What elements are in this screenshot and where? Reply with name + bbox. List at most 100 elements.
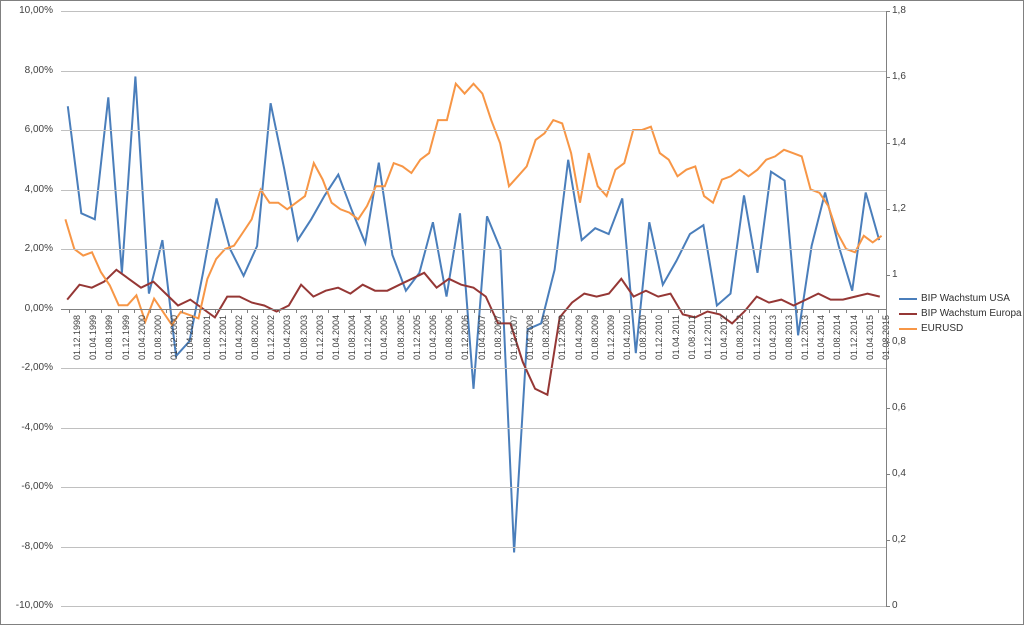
legend-item: EURUSD xyxy=(899,323,1022,334)
x-tick xyxy=(247,309,248,313)
y1-tick-label: 8,00% xyxy=(3,65,53,76)
x-tick xyxy=(781,309,782,313)
x-tick xyxy=(619,309,620,313)
legend-item: BIP Wachstum USA xyxy=(899,293,1022,304)
x-tick xyxy=(846,309,847,313)
x-tick-label: 01.08.2006 xyxy=(444,315,454,360)
x-tick-label: 01.04.2005 xyxy=(379,315,389,360)
y2-tick-label: 1,8 xyxy=(892,5,906,16)
y1-tick-label: 0,00% xyxy=(3,303,53,314)
x-tick xyxy=(279,309,280,313)
x-tick-label: 01.08.2007 xyxy=(493,315,503,360)
x-tick xyxy=(118,309,119,313)
x-tick xyxy=(425,309,426,313)
x-tick xyxy=(409,309,410,313)
y1-tick-label: 10,00% xyxy=(3,5,53,16)
x-tick xyxy=(651,309,652,313)
x-tick-label: 01.12.2000 xyxy=(169,315,179,360)
x-tick-label: 01.04.2003 xyxy=(282,315,292,360)
x-tick xyxy=(700,309,701,313)
x-tick-label: 01.12.1998 xyxy=(72,315,82,360)
y1-tick-label: -6,00% xyxy=(3,481,53,492)
x-tick-label: 01.12.2014 xyxy=(849,315,859,360)
legend-label: BIP Wachstum Europa xyxy=(921,308,1022,319)
y2-tick-label: 0,2 xyxy=(892,534,906,545)
x-tick-label: 01.08.2011 xyxy=(687,315,697,359)
x-tick-label: 01.04.2015 xyxy=(865,315,875,360)
x-tick-label: 01.12.2011 xyxy=(703,315,713,359)
x-tick xyxy=(797,309,798,313)
x-tick xyxy=(376,309,377,313)
x-tick-label: 01.12.2007 xyxy=(509,315,519,360)
x-tick xyxy=(506,309,507,313)
x-tick xyxy=(829,309,830,313)
x-tick-label: 01.12.2006 xyxy=(460,315,470,360)
y1-tick-label: -10,00% xyxy=(3,600,53,611)
x-tick-label: 01.08.2009 xyxy=(590,315,600,360)
y1-tick-label: -2,00% xyxy=(3,362,53,373)
x-tick-label: 01.12.2010 xyxy=(654,315,664,360)
x-tick-label: 01.12.2009 xyxy=(606,315,616,360)
x-tick xyxy=(182,309,183,313)
x-tick xyxy=(732,309,733,313)
x-tick xyxy=(328,309,329,313)
x-tick xyxy=(571,309,572,313)
x-tick xyxy=(312,309,313,313)
x-tick xyxy=(765,309,766,313)
x-tick-label: 01.12.2002 xyxy=(266,315,276,360)
x-tick-label: 01.12.2012 xyxy=(752,315,762,360)
x-tick xyxy=(393,309,394,313)
x-tick-label: 01.04.2013 xyxy=(768,315,778,360)
x-tick-label: 01.08.2008 xyxy=(541,315,551,360)
y1-tick-label: 2,00% xyxy=(3,243,53,254)
gridline xyxy=(61,249,886,250)
x-tick-label: 01.08.2004 xyxy=(347,315,357,360)
legend-label: BIP Wachstum USA xyxy=(921,293,1010,304)
x-tick-label: 01.04.2012 xyxy=(719,315,729,360)
x-tick xyxy=(878,309,879,313)
legend-swatch xyxy=(899,313,917,315)
x-tick-label: 01.12.2013 xyxy=(800,315,810,360)
x-tick-label: 01.08.2010 xyxy=(638,315,648,360)
x-tick xyxy=(199,309,200,313)
x-tick xyxy=(441,309,442,313)
x-tick-label: 01.04.2009 xyxy=(574,315,584,360)
x-tick xyxy=(716,309,717,313)
x-tick-label: 01.08.2000 xyxy=(153,315,163,360)
x-tick-label: 01.12.2004 xyxy=(363,315,373,360)
x-tick-label: 01.08.2013 xyxy=(784,315,794,360)
x-tick xyxy=(587,309,588,313)
x-tick xyxy=(263,309,264,313)
x-tick xyxy=(862,309,863,313)
y2-tick-label: 1,4 xyxy=(892,137,906,148)
x-tick-label: 01.04.2008 xyxy=(525,315,535,360)
x-tick-label: 01.04.2014 xyxy=(816,315,826,360)
x-tick-label: 01.08.2001 xyxy=(202,315,212,360)
y1-tick-label: 4,00% xyxy=(3,184,53,195)
x-tick xyxy=(231,309,232,313)
legend: BIP Wachstum USA BIP Wachstum Europa EURUS… xyxy=(899,293,1022,338)
y2-tick-label: 0 xyxy=(892,600,898,611)
gridline xyxy=(61,71,886,72)
x-tick xyxy=(684,309,685,313)
x-tick xyxy=(166,309,167,313)
y2-tick-label: 0,4 xyxy=(892,468,906,479)
x-tick xyxy=(85,309,86,313)
y2-tick-label: 1 xyxy=(892,269,898,280)
x-tick-label: 01.04.1999 xyxy=(88,315,98,360)
x-tick xyxy=(296,309,297,313)
x-tick-label: 01.04.2010 xyxy=(622,315,632,360)
y1-tick-label: -4,00% xyxy=(3,422,53,433)
x-tick-label: 01.04.2011 xyxy=(671,315,681,359)
x-tick-label: 01.12.2005 xyxy=(412,315,422,360)
x-tick-label: 01.04.2006 xyxy=(428,315,438,360)
x-tick xyxy=(522,309,523,313)
y1-tick-label: 6,00% xyxy=(3,124,53,135)
x-tick xyxy=(749,309,750,313)
gridline xyxy=(61,368,886,369)
x-tick xyxy=(474,309,475,313)
x-tick-label: 01.08.2012 xyxy=(735,315,745,360)
x-tick xyxy=(215,309,216,313)
x-tick-label: 01.12.2008 xyxy=(557,315,567,360)
legend-item: BIP Wachstum Europa xyxy=(899,308,1022,319)
